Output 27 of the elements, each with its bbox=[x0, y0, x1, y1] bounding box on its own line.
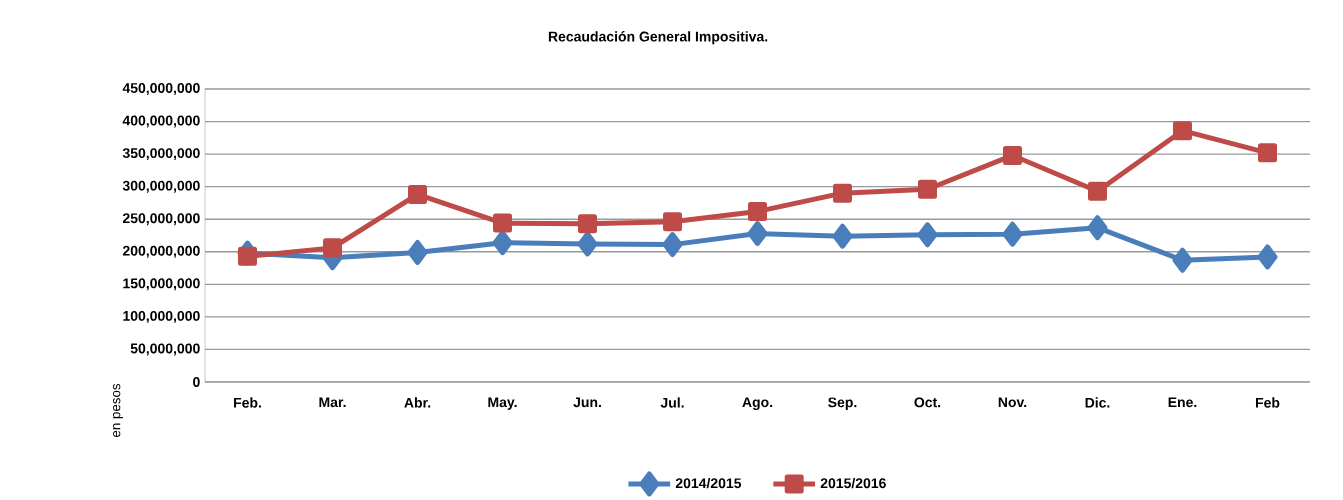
x-tick-label: Ago. bbox=[742, 397, 773, 410]
y-tick-label: 400,000,000 bbox=[122, 115, 200, 128]
y-tick-label: 450,000,000 bbox=[122, 83, 200, 95]
x-tick-label: Nov. bbox=[998, 397, 1027, 408]
y-tick-label: 350,000,000 bbox=[122, 148, 200, 161]
x-tick-label: Feb bbox=[1255, 397, 1280, 408]
x-tick-label: Mar. bbox=[319, 397, 346, 408]
x-tick-label: May. bbox=[488, 397, 517, 410]
y-tick-label: 50,000,000 bbox=[130, 343, 200, 356]
x-tick-label: Oct. bbox=[914, 397, 941, 408]
y-tick-label: 250,000,000 bbox=[122, 213, 200, 226]
x-tick-label: Jul. bbox=[660, 397, 684, 408]
x-tick-label: Ene. bbox=[1168, 397, 1197, 408]
x-tick-label: Jun. bbox=[573, 397, 601, 408]
legend-label: 2015/2016 bbox=[820, 477, 886, 489]
y-tick-label: 300,000,000 bbox=[122, 180, 200, 193]
y-tick-label: 150,000,000 bbox=[123, 278, 200, 291]
x-tick-label: Dic. bbox=[1085, 397, 1110, 408]
x-tick-label: Abr. bbox=[404, 397, 431, 408]
chart-title: Recaudación General Impositiva. bbox=[548, 31, 768, 45]
x-tick-label: Sep. bbox=[828, 397, 857, 411]
y-tick-label: 200,000,000 bbox=[122, 245, 200, 258]
y-tick-label: 100,000,000 bbox=[123, 310, 200, 323]
y-tick-label: 0 bbox=[193, 377, 200, 387]
y-axis-title: en pesos bbox=[113, 383, 123, 437]
x-tick-label: Feb. bbox=[234, 397, 261, 408]
legend-label: 2014/2015 bbox=[675, 477, 742, 489]
